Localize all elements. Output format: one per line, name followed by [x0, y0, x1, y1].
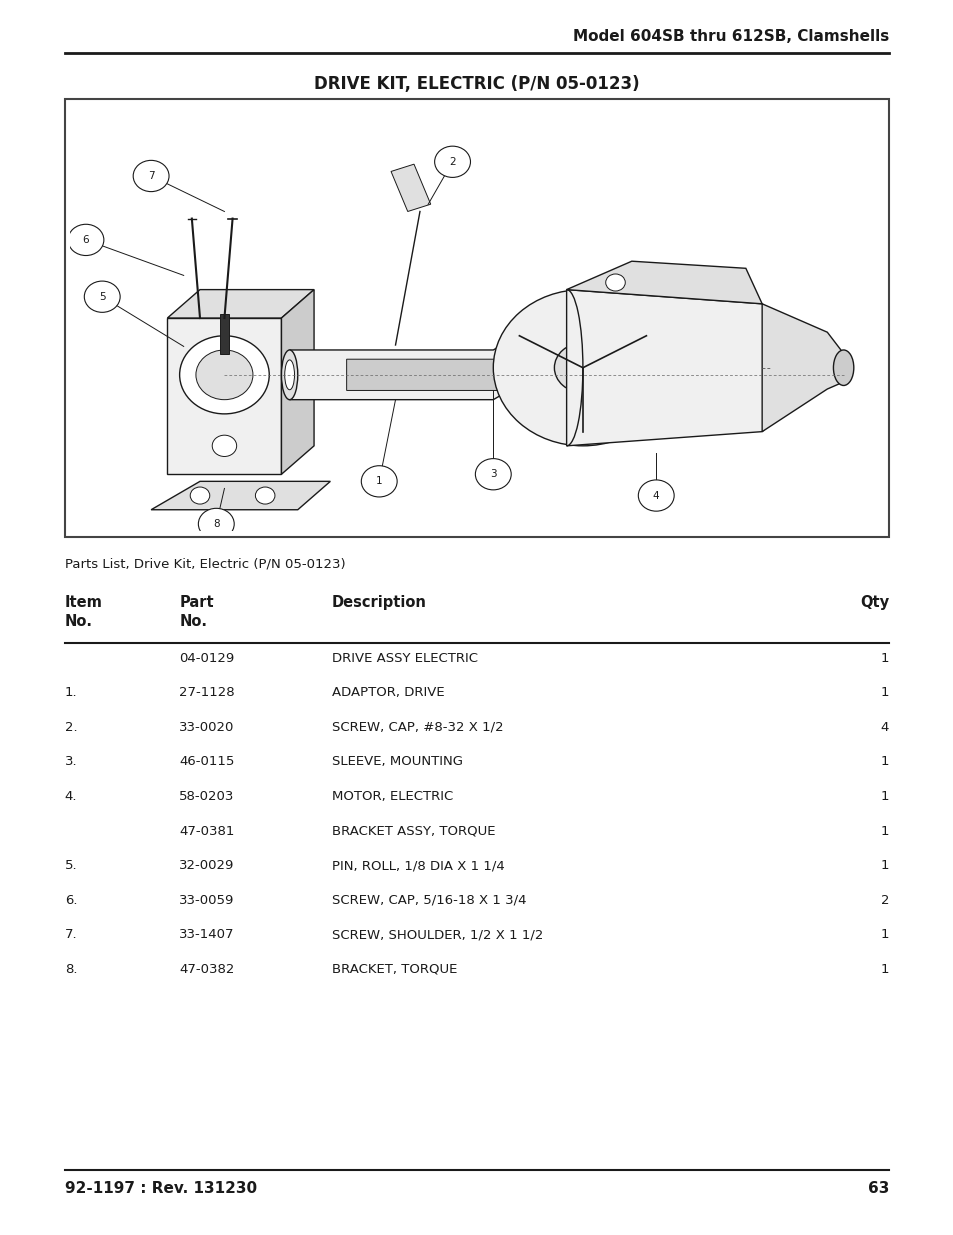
- Text: 3.: 3.: [65, 756, 77, 768]
- Circle shape: [195, 350, 253, 400]
- Circle shape: [361, 466, 396, 496]
- Text: 04-0129: 04-0129: [179, 652, 234, 664]
- Text: DRIVE ASSY ELECTRIC: DRIVE ASSY ELECTRIC: [332, 652, 477, 664]
- Text: 4: 4: [880, 721, 888, 734]
- Polygon shape: [290, 336, 517, 400]
- Text: 63: 63: [867, 1181, 888, 1195]
- Text: 32-0029: 32-0029: [179, 860, 234, 872]
- Circle shape: [493, 290, 672, 446]
- Polygon shape: [167, 319, 281, 474]
- Text: DRIVE KIT, ELECTRIC (P/N 05-0123): DRIVE KIT, ELECTRIC (P/N 05-0123): [314, 75, 639, 93]
- Text: 2: 2: [880, 894, 888, 906]
- Polygon shape: [761, 304, 842, 432]
- Text: PIN, ROLL, 1/8 DIA X 1 1/4: PIN, ROLL, 1/8 DIA X 1 1/4: [332, 860, 504, 872]
- Text: 7.: 7.: [65, 929, 77, 941]
- Text: 1: 1: [880, 652, 888, 664]
- Text: Part: Part: [179, 595, 213, 610]
- Circle shape: [255, 487, 274, 504]
- Circle shape: [475, 458, 511, 490]
- Text: MOTOR, ELECTRIC: MOTOR, ELECTRIC: [332, 790, 453, 803]
- Text: 2: 2: [449, 157, 456, 167]
- Text: 7: 7: [148, 170, 154, 182]
- Text: 27-1128: 27-1128: [179, 687, 234, 699]
- Text: 4: 4: [652, 490, 659, 500]
- Polygon shape: [167, 290, 314, 319]
- Text: BRACKET ASSY, TORQUE: BRACKET ASSY, TORQUE: [332, 825, 495, 837]
- Circle shape: [198, 509, 234, 540]
- Ellipse shape: [281, 350, 297, 400]
- Circle shape: [179, 336, 269, 414]
- Text: 1: 1: [880, 929, 888, 941]
- Text: 1: 1: [375, 477, 382, 487]
- Text: 1: 1: [880, 963, 888, 976]
- Text: 6: 6: [83, 235, 90, 245]
- Text: SCREW, CAP, 5/16-18 X 1 3/4: SCREW, CAP, 5/16-18 X 1 3/4: [332, 894, 526, 906]
- Text: 47-0381: 47-0381: [179, 825, 234, 837]
- Text: Qty: Qty: [859, 595, 888, 610]
- Polygon shape: [151, 482, 330, 510]
- Text: SCREW, SHOULDER, 1/2 X 1 1/2: SCREW, SHOULDER, 1/2 X 1 1/2: [332, 929, 543, 941]
- Text: 33-0059: 33-0059: [179, 894, 234, 906]
- Ellipse shape: [497, 343, 513, 393]
- Text: 1: 1: [880, 860, 888, 872]
- Text: Parts List, Drive Kit, Electric (P/N 05-0123): Parts List, Drive Kit, Electric (P/N 05-…: [65, 558, 345, 571]
- Text: 46-0115: 46-0115: [179, 756, 234, 768]
- Text: 3: 3: [490, 469, 497, 479]
- Text: 58-0203: 58-0203: [179, 790, 234, 803]
- Circle shape: [638, 480, 674, 511]
- Text: 2.: 2.: [65, 721, 77, 734]
- Bar: [391, 164, 430, 211]
- Polygon shape: [566, 262, 761, 304]
- Text: 92-1197 : Rev. 131230: 92-1197 : Rev. 131230: [65, 1181, 256, 1195]
- Text: Description: Description: [332, 595, 426, 610]
- Text: 47-0382: 47-0382: [179, 963, 234, 976]
- Text: 1: 1: [880, 687, 888, 699]
- Text: 5.: 5.: [65, 860, 77, 872]
- Polygon shape: [566, 290, 786, 446]
- Text: 8.: 8.: [65, 963, 77, 976]
- Text: BRACKET, TORQUE: BRACKET, TORQUE: [332, 963, 456, 976]
- Polygon shape: [281, 290, 314, 474]
- Circle shape: [133, 161, 169, 191]
- Text: 5: 5: [99, 291, 106, 301]
- Text: 1: 1: [880, 756, 888, 768]
- Text: Item: Item: [65, 595, 103, 610]
- Text: No.: No.: [179, 614, 207, 629]
- Text: 33-1407: 33-1407: [179, 929, 234, 941]
- Text: 8: 8: [213, 519, 219, 529]
- Text: 1: 1: [880, 825, 888, 837]
- Circle shape: [190, 487, 210, 504]
- Polygon shape: [346, 348, 534, 390]
- Text: SCREW, CAP, #8-32 X 1/2: SCREW, CAP, #8-32 X 1/2: [332, 721, 503, 734]
- Ellipse shape: [284, 359, 294, 390]
- Ellipse shape: [833, 350, 853, 385]
- Circle shape: [554, 343, 611, 393]
- Circle shape: [68, 225, 104, 256]
- Bar: [65, 99, 888, 537]
- Text: 1.: 1.: [65, 687, 77, 699]
- Circle shape: [435, 146, 470, 178]
- Text: SLEEVE, MOUNTING: SLEEVE, MOUNTING: [332, 756, 462, 768]
- Text: 33-0020: 33-0020: [179, 721, 234, 734]
- Circle shape: [84, 282, 120, 312]
- Circle shape: [212, 435, 236, 457]
- Circle shape: [605, 274, 624, 291]
- Text: No.: No.: [65, 614, 92, 629]
- Text: 6.: 6.: [65, 894, 77, 906]
- Bar: [220, 315, 229, 353]
- Text: ADAPTOR, DRIVE: ADAPTOR, DRIVE: [332, 687, 444, 699]
- Circle shape: [566, 353, 598, 382]
- Text: 1: 1: [880, 790, 888, 803]
- Text: 4.: 4.: [65, 790, 77, 803]
- Text: Model 604SB thru 612SB, Clamshells: Model 604SB thru 612SB, Clamshells: [573, 28, 888, 43]
